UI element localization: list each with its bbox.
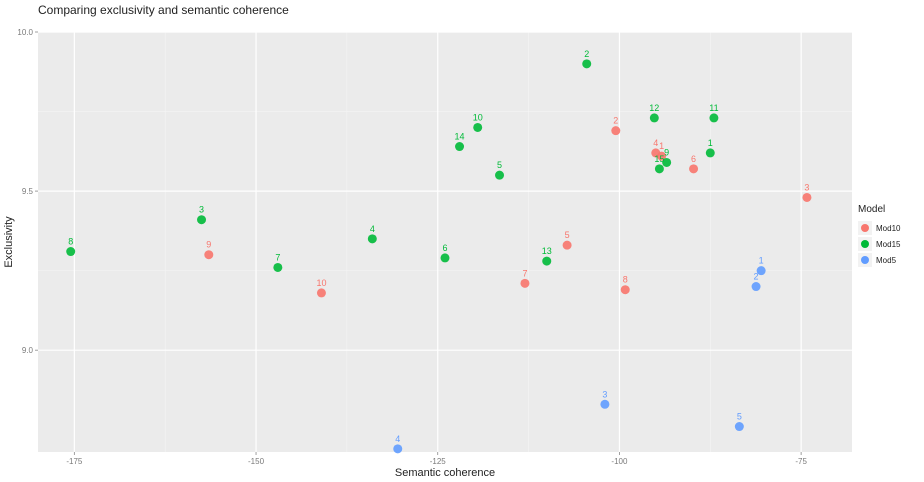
mod15-point-1 bbox=[705, 148, 715, 158]
mod5-point-4 bbox=[393, 444, 403, 454]
mod10-point-label-8: 8 bbox=[623, 275, 628, 285]
mod10-point-8 bbox=[620, 285, 630, 295]
data-points bbox=[66, 59, 812, 454]
mod15-point-label-2: 2 bbox=[584, 49, 589, 59]
mod15-point-label-15: 15 bbox=[654, 154, 664, 164]
mod15-point-label-8: 8 bbox=[68, 237, 73, 247]
mod5-point-2 bbox=[751, 282, 761, 292]
mod15-point-label-13: 13 bbox=[542, 246, 552, 256]
mod15-point-3 bbox=[197, 215, 207, 225]
mod10-point-label-4: 4 bbox=[653, 138, 658, 148]
mod15-point-8 bbox=[66, 247, 76, 257]
mod10-point-4 bbox=[651, 148, 661, 158]
mod15-point-9 bbox=[662, 157, 672, 167]
mod15-point-2 bbox=[582, 59, 592, 69]
mod15-point-label-7: 7 bbox=[275, 252, 280, 262]
y-axis-title: Exclusivity bbox=[3, 216, 15, 268]
mod10-point-label-1: 1 bbox=[659, 141, 664, 151]
mod10-point-label-9: 9 bbox=[206, 240, 211, 250]
mod5-legend-label: Mod5 bbox=[876, 256, 897, 265]
legend-title: Model bbox=[858, 204, 885, 215]
mod5-point-3 bbox=[600, 399, 610, 409]
mod15-point-15 bbox=[654, 164, 664, 174]
mod5-point-label-5: 5 bbox=[737, 412, 742, 422]
mod15-point-label-5: 5 bbox=[497, 160, 502, 170]
mod5-point-label-4: 4 bbox=[395, 434, 400, 444]
mod15-point-10 bbox=[473, 122, 483, 132]
x-tick-label: -75 bbox=[795, 457, 807, 466]
x-axis-title: Semantic coherence bbox=[395, 467, 495, 479]
mod10-point-label-2: 2 bbox=[613, 116, 618, 126]
mod15-point-label-11: 11 bbox=[709, 103, 718, 113]
mod10-point-9 bbox=[204, 250, 214, 260]
x-tick-label: -150 bbox=[248, 457, 265, 466]
chart-title: Comparing exclusivity and semantic coher… bbox=[38, 3, 289, 17]
mod15-point-5 bbox=[495, 170, 505, 180]
mod15-point-label-3: 3 bbox=[199, 205, 204, 215]
mod15-point-4 bbox=[367, 234, 377, 244]
grid-minor bbox=[38, 32, 852, 452]
mod15-point-6 bbox=[440, 253, 450, 263]
mod15-point-14 bbox=[455, 142, 465, 152]
mod10-point-label-5: 5 bbox=[565, 230, 570, 240]
x-tick-label: -125 bbox=[430, 457, 447, 466]
x-tick-label: -100 bbox=[611, 457, 628, 466]
y-tick-label: 10.0 bbox=[17, 28, 33, 37]
mod15-point-11 bbox=[709, 113, 719, 123]
y-tick-label: 9.5 bbox=[22, 187, 34, 196]
mod10-point-3 bbox=[802, 192, 812, 202]
x-axis-ticks: -175 -150 -125 -100 -75 bbox=[66, 452, 807, 466]
mod10-point-2 bbox=[611, 126, 621, 136]
mod5-point-5 bbox=[734, 422, 744, 432]
mod15-legend-label: Mod15 bbox=[876, 240, 901, 249]
mod15-point-7 bbox=[273, 262, 283, 272]
mod10-point-7 bbox=[520, 278, 530, 288]
mod15-point-label-4: 4 bbox=[370, 224, 375, 234]
mod15-point-label-12: 12 bbox=[649, 103, 659, 113]
legend: Model Mod10 Mod15 Mod5 bbox=[858, 204, 901, 267]
mod10-point-label-3: 3 bbox=[804, 182, 809, 192]
y-axis-ticks: 9.0 9.5 10.0 bbox=[17, 28, 38, 355]
mod15-point-13 bbox=[542, 256, 552, 266]
mod15-point-12 bbox=[649, 113, 659, 123]
mod10-legend-label: Mod10 bbox=[876, 224, 901, 233]
mod5-point-label-2: 2 bbox=[754, 272, 759, 282]
grid-major bbox=[38, 31, 852, 452]
mod10-point-label-6: 6 bbox=[691, 154, 696, 164]
mod5-point-1 bbox=[756, 266, 766, 276]
mod10-legend-marker bbox=[861, 224, 869, 232]
mod15-point-label-9: 9 bbox=[664, 147, 669, 157]
mod10-point-label-7: 7 bbox=[522, 268, 527, 278]
x-tick-label: -175 bbox=[66, 457, 83, 466]
plot-panel bbox=[38, 32, 852, 452]
mod15-point-label-14: 14 bbox=[455, 132, 465, 142]
mod10-point-5 bbox=[562, 240, 572, 250]
mod15-point-label-1: 1 bbox=[708, 138, 713, 148]
mod10-point-10 bbox=[316, 288, 326, 298]
mod10-point-label-10: 10 bbox=[316, 278, 326, 288]
mod10-point-6 bbox=[689, 164, 699, 174]
mod15-point-label-10: 10 bbox=[473, 112, 483, 122]
mod5-legend-marker bbox=[861, 256, 869, 264]
y-tick-label: 9.0 bbox=[22, 346, 34, 355]
mod15-point-label-6: 6 bbox=[442, 243, 447, 253]
mod15-legend-marker bbox=[861, 240, 869, 248]
mod5-point-label-1: 1 bbox=[759, 256, 764, 266]
mod5-point-label-3: 3 bbox=[602, 389, 607, 399]
